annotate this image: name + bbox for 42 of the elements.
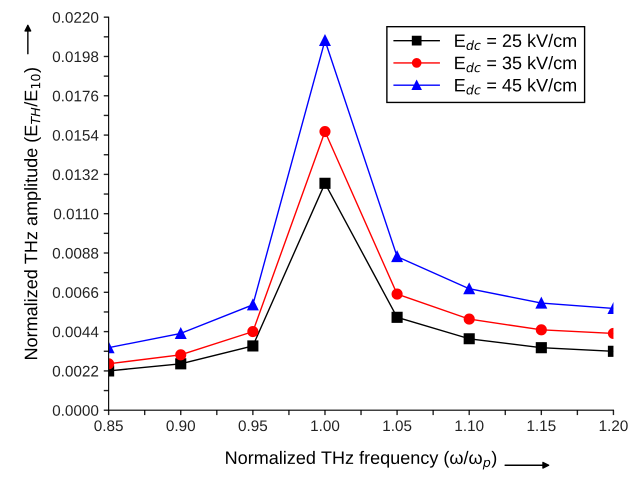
point — [247, 299, 258, 310]
point — [536, 324, 547, 336]
point — [175, 349, 186, 360]
y-tick-label: 0.0088 — [52, 248, 98, 259]
point — [319, 34, 331, 46]
legend-label: E$_{dc}$ = 25 kV/cm — [455, 34, 576, 50]
x-tick-label: 1.00 — [311, 420, 340, 432]
point — [464, 283, 475, 294]
point — [319, 126, 331, 138]
legend-label: E$_{dc}$ = 35 kV/cm — [455, 56, 576, 72]
x-tick-label: 0.85 — [94, 420, 123, 432]
x-tick-label: 0.90 — [166, 420, 196, 432]
point — [247, 340, 258, 352]
point — [536, 342, 547, 354]
x-tick-label: 1.10 — [456, 420, 484, 432]
point — [392, 288, 403, 300]
y-axis-title: Normalized THz amplitude (E$_{TH}$/E$_{10}$) — [24, 68, 41, 360]
point — [464, 314, 475, 325]
y-tick-label: 0.0110 — [54, 208, 98, 220]
x-axis-title: Normalized THz frequency (ω/ω$_{p}$) — [226, 450, 496, 470]
x-tick-label: 1.05 — [383, 420, 412, 432]
point — [319, 178, 331, 189]
point — [392, 312, 403, 323]
point — [175, 328, 186, 339]
y-tick-label: 0.0220 — [52, 12, 98, 23]
point — [392, 251, 403, 262]
point — [247, 326, 258, 338]
y-tick-label: 0.0132 — [52, 169, 98, 180]
legend-label: E$_{dc}$ = 45 kV/cm — [455, 78, 576, 95]
y-tick-label: 0.0176 — [52, 90, 98, 102]
y-tick-label: 0.0154 — [52, 130, 98, 141]
y-tick-label: 0.0022 — [52, 366, 98, 377]
y-tick-label: 0.0198 — [52, 51, 98, 62]
point — [175, 358, 186, 370]
point — [536, 297, 547, 309]
x-tick-label: 0.95 — [238, 420, 268, 432]
point — [464, 333, 475, 344]
y-tick-label: 0.0044 — [52, 326, 98, 338]
y-tick-label: 0.0066 — [52, 287, 98, 298]
y-tick-label: 0.0000 — [52, 405, 98, 416]
x-tick-label: 1.15 — [528, 420, 556, 432]
x-tick-label: 1.20 — [600, 420, 628, 432]
